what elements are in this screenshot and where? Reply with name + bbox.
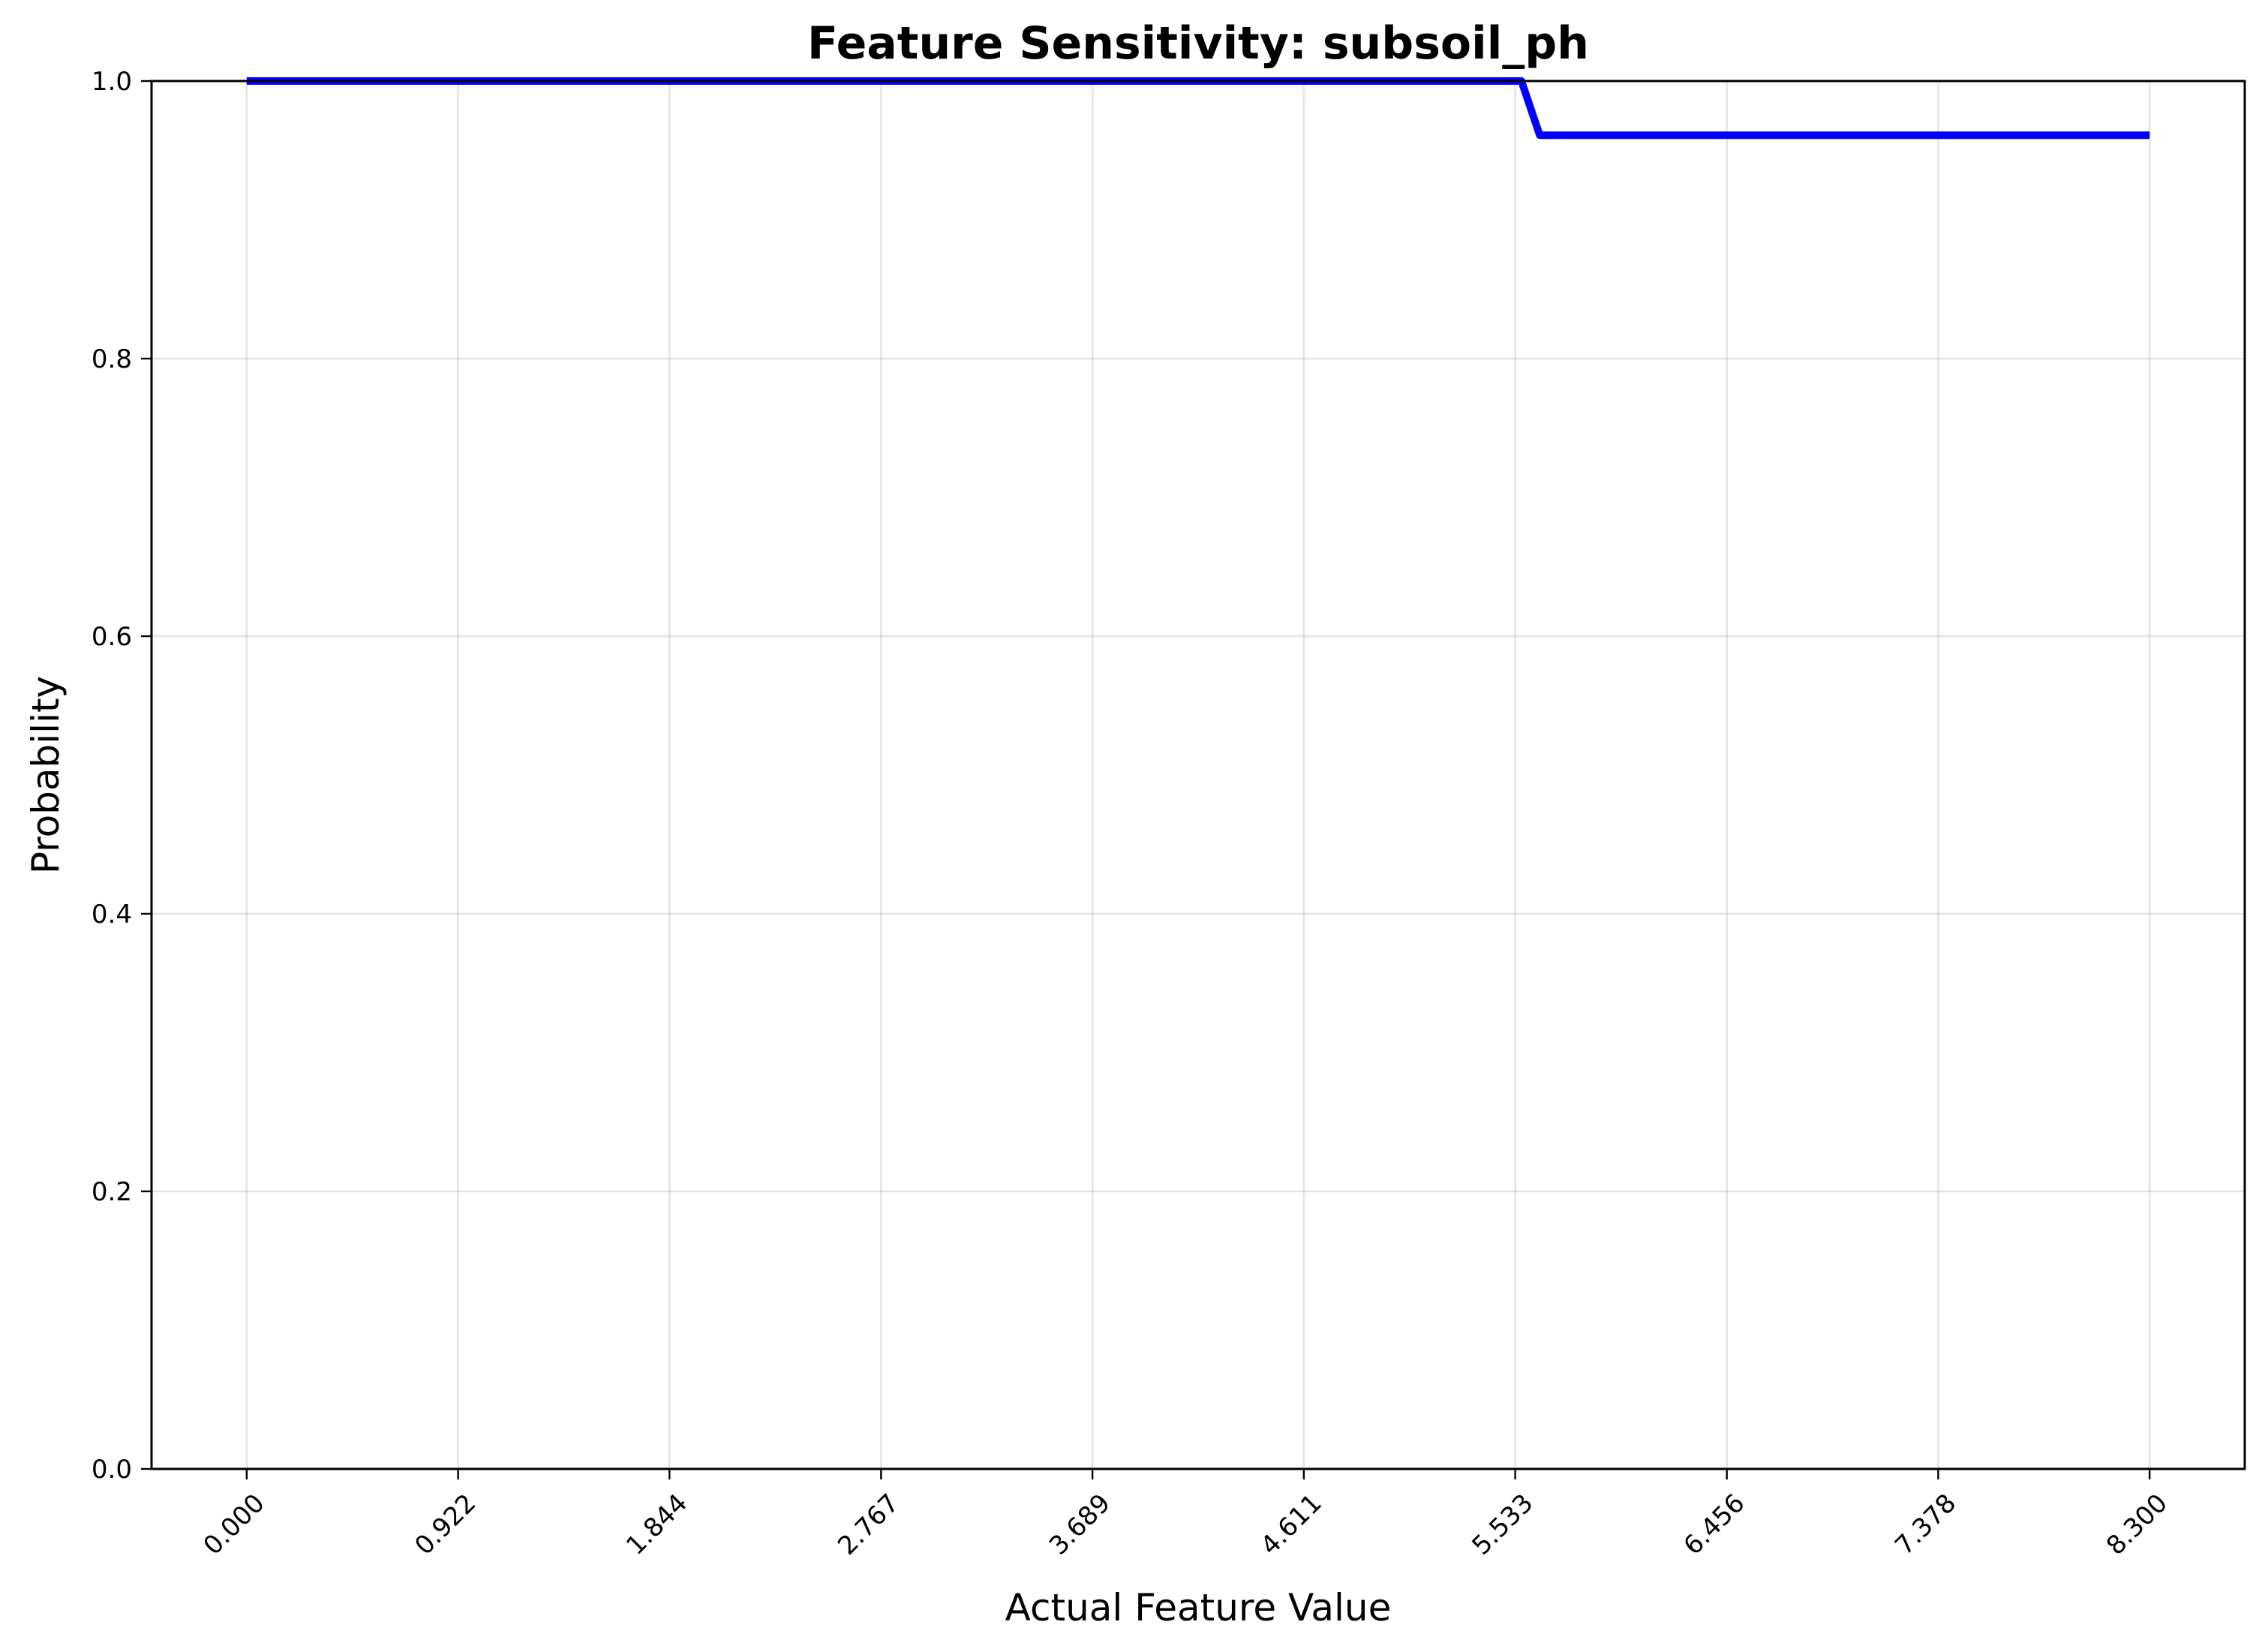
x-tick-label: 5.533 — [1466, 1488, 1539, 1561]
x-tick-label: 3.689 — [1044, 1488, 1116, 1561]
x-tick-label: 6.456 — [1678, 1488, 1750, 1561]
y-axis-label: Probability — [24, 676, 68, 874]
y-axis-ticks: 0.0 0.2 0.4 0.6 0.8 1.0 — [92, 67, 152, 1485]
x-tick-label: 7.378 — [1889, 1488, 1962, 1561]
chart-title: Feature Sensitivity: subsoil_ph — [807, 17, 1589, 70]
x-tick-label: 1.844 — [620, 1488, 693, 1561]
y-tick-label: 0.0 — [92, 1455, 132, 1485]
y-tick-label: 1.0 — [92, 67, 132, 97]
y-tick-label: 0.4 — [92, 900, 132, 930]
y-tick-label: 0.6 — [92, 622, 132, 652]
series-layer — [246, 77, 2150, 140]
y-tick-label: 0.2 — [92, 1177, 132, 1207]
x-tick-label: 0.000 — [198, 1488, 271, 1561]
grid-lines — [152, 80, 2245, 1470]
x-tick-label: 8.300 — [2101, 1488, 2173, 1561]
x-axis-ticks: 0.000 0.922 1.844 2.767 3.689 4.611 5.533 6.456… — [198, 1469, 2173, 1561]
x-tick-label: 0.922 — [409, 1488, 482, 1561]
y-tick-label: 0.8 — [92, 344, 132, 374]
x-tick-label: 4.611 — [1255, 1488, 1328, 1561]
x-axis-label: Actual Feature Value — [1005, 1586, 1392, 1629]
x-tick-label: 2.767 — [832, 1488, 905, 1561]
series-line — [246, 77, 2150, 140]
plot-area-frame — [150, 80, 2246, 1470]
